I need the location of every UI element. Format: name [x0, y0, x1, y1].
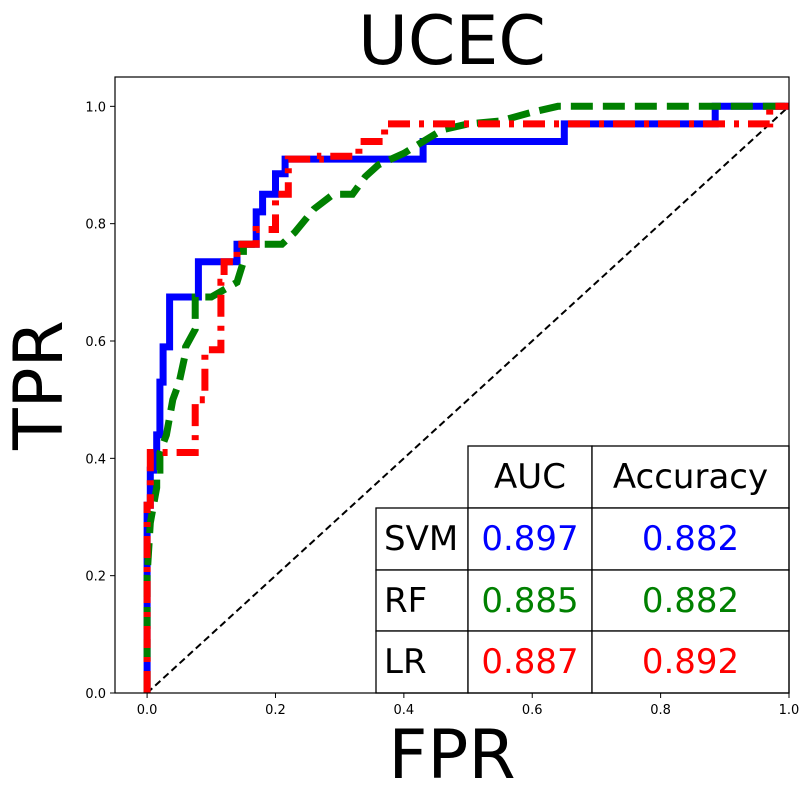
table-accuracy-svm: 0.882 — [642, 519, 739, 559]
roc-curve-rf — [143, 102, 789, 693]
plot-frame — [114, 76, 790, 694]
table-accuracy-cell — [591, 569, 790, 632]
y-axis-label: TPR — [0, 320, 79, 451]
table-auc-rf: 0.885 — [481, 581, 578, 621]
table-auc-lr: 0.887 — [481, 642, 578, 682]
table-accuracy-rf: 0.882 — [642, 581, 739, 621]
roc-curve-svm — [143, 102, 789, 693]
table-row-label-cell — [375, 630, 469, 694]
x-tick-label: 1.0 — [779, 703, 800, 718]
table-header-accuracy: Accuracy — [613, 457, 768, 497]
y-tick-label: 0.6 — [85, 335, 106, 350]
table-accuracy-lr: 0.892 — [642, 642, 739, 682]
x-tick-label: 0.2 — [265, 703, 286, 718]
table-auc-svm: 0.897 — [481, 519, 578, 559]
table-header-auc: AUC — [494, 457, 566, 497]
y-tick-label: 0.2 — [85, 570, 106, 585]
y-tick-label: 1.0 — [85, 100, 106, 115]
x-tick-label: 0.4 — [394, 703, 415, 718]
y-tick-label: 0.8 — [85, 218, 106, 233]
table-header-cell — [591, 445, 790, 509]
x-tick-label: 0.6 — [522, 703, 543, 718]
table-row-label-lr: LR — [384, 642, 427, 682]
table-header-cell — [467, 445, 593, 509]
chance-diagonal-line — [146, 105, 789, 693]
x-tick-label: 0.8 — [650, 703, 671, 718]
table-row-label-svm: SVM — [384, 519, 458, 559]
x-axis-label: FPR — [388, 716, 515, 795]
metrics-table: AUC Accuracy SVM 0.897 0.882 RF 0.885 0.882 LR 0.… — [375, 445, 790, 694]
roc-curve-lr — [143, 102, 789, 693]
y-tick-label: 0.0 — [85, 687, 106, 702]
table-auc-cell — [467, 569, 593, 632]
x-tick-label: 0.0 — [137, 703, 158, 718]
chart-title: UCEC — [358, 2, 546, 81]
y-tick-label: 0.4 — [85, 452, 106, 467]
table-row-label-rf: RF — [384, 581, 427, 621]
